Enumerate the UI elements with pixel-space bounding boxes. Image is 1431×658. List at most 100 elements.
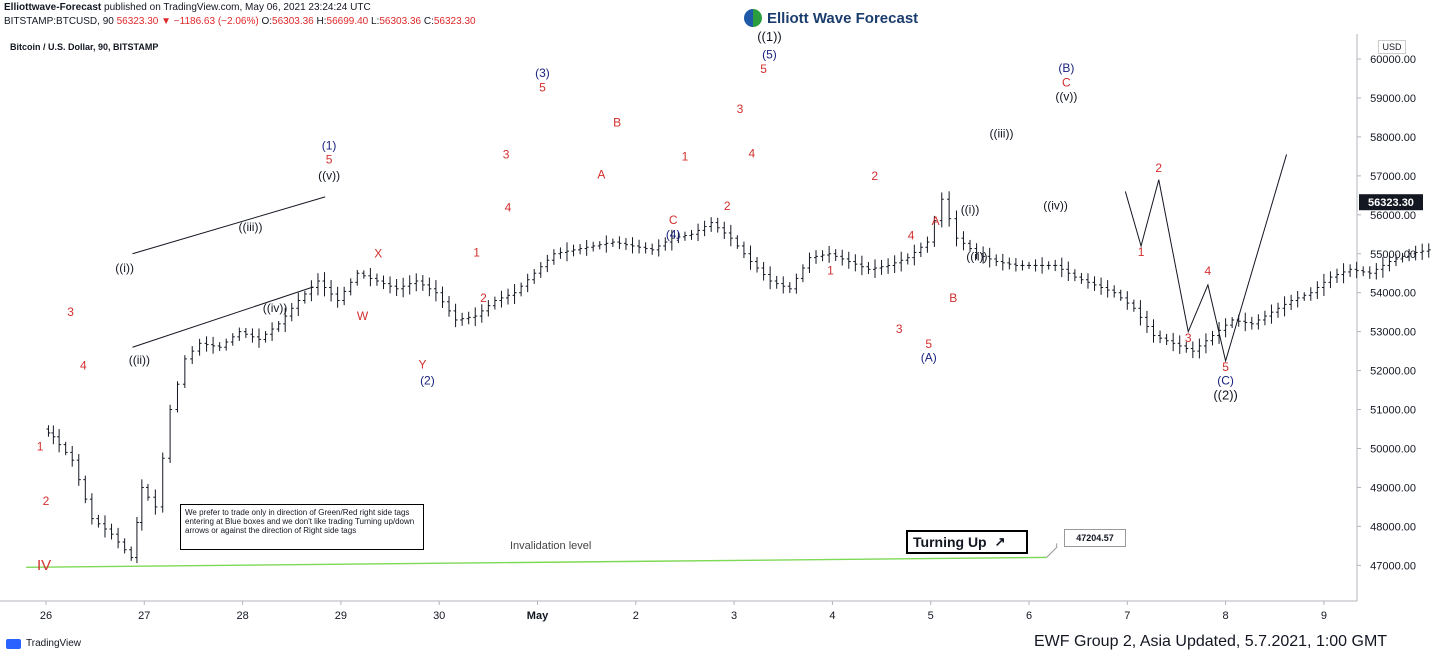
wave-label: 4 xyxy=(80,358,87,372)
x-tick-label: 9 xyxy=(1321,610,1327,622)
wave-label: (B) xyxy=(1058,61,1074,75)
wave-label: 3 xyxy=(896,322,903,336)
y-tick-label: 51000.00 xyxy=(1370,405,1416,417)
low-value: 56303.36 xyxy=(379,16,422,27)
wave-label: 5 xyxy=(539,80,546,94)
channel-upper-line xyxy=(132,196,326,255)
close-value: 56323.30 xyxy=(433,16,476,27)
open-label: O: xyxy=(261,16,273,27)
y-tick-label: 55000.00 xyxy=(1370,249,1416,261)
wave-label: B xyxy=(613,115,621,129)
y-tick-label: 49000.00 xyxy=(1370,482,1416,494)
wave-label: (A) xyxy=(921,351,937,365)
wave-label: ((iii)) xyxy=(989,126,1013,140)
x-tick-label: 29 xyxy=(335,610,347,622)
y-tick-label: 48000.00 xyxy=(1370,521,1416,533)
channel-lower-line xyxy=(132,286,314,348)
symbol-name: BITSTAMP:BTCUSD, 90 xyxy=(4,16,114,27)
projection-path xyxy=(1124,154,1288,363)
y-tick-label: 58000.00 xyxy=(1370,132,1416,144)
invalidation-label: Invalidation level xyxy=(510,540,592,552)
tradingview-brand[interactable]: TradingView xyxy=(6,638,81,649)
y-tick-label: 50000.00 xyxy=(1370,444,1416,456)
x-tick-label: 8 xyxy=(1223,610,1229,622)
projection-wave-label: ((2)) xyxy=(1213,387,1238,402)
wave-label: IV xyxy=(37,557,51,574)
y-tick-label: 60000.00 xyxy=(1370,54,1416,66)
wave-label: ((1)) xyxy=(757,29,782,44)
tradingview-label: TradingView xyxy=(26,638,82,649)
wave-label: X xyxy=(374,247,382,261)
wave-label: 1 xyxy=(682,150,689,164)
x-tick-label: 27 xyxy=(138,610,150,622)
wave-label: ((iii)) xyxy=(238,220,262,234)
projection-wave-label: 3 xyxy=(1185,331,1192,345)
x-tick-label: 6 xyxy=(1026,610,1032,622)
currency-badge[interactable]: USD xyxy=(1378,40,1406,54)
wave-label: 4 xyxy=(908,229,915,243)
y-tick-label: 59000.00 xyxy=(1370,93,1416,105)
wave-label: ((v)) xyxy=(318,169,340,183)
open-value: 56303.36 xyxy=(272,16,314,27)
x-tick-label: 3 xyxy=(731,610,737,622)
wave-label: (2) xyxy=(420,374,435,388)
invalidation-value-box: 47204.57 xyxy=(1064,529,1126,547)
logo-text: Elliott Wave Forecast xyxy=(767,9,919,27)
wave-label: 3 xyxy=(67,305,74,319)
invalidation-connector xyxy=(1046,543,1058,558)
wave-label: C xyxy=(1062,75,1071,89)
wave-label: A xyxy=(932,214,940,228)
wave-label: ((ii)) xyxy=(966,249,987,263)
wave-label: 5 xyxy=(326,152,333,166)
wave-label: ((iv)) xyxy=(1043,198,1068,212)
y-tick-label: 53000.00 xyxy=(1370,327,1416,339)
trading-note: We prefer to trade only in direction of … xyxy=(180,504,424,550)
wave-label: 5 xyxy=(925,337,932,351)
wave-label: ((ii)) xyxy=(129,353,150,367)
wave-label: 2 xyxy=(43,494,50,508)
projection-wave-label: 4 xyxy=(1205,264,1212,278)
wave-label: 3 xyxy=(737,102,744,116)
ewf-logo: Elliott Wave Forecast xyxy=(744,6,918,30)
author-name[interactable]: Elliottwave-Forecast xyxy=(4,2,102,13)
x-tick-label: May xyxy=(527,610,549,622)
wave-label: 2 xyxy=(480,291,487,305)
y-tick-label: 54000.00 xyxy=(1370,288,1416,300)
y-tick-label: 47000.00 xyxy=(1370,560,1416,572)
turning-label: Turning Up xyxy=(913,534,987,550)
x-tick-label: 4 xyxy=(829,610,835,622)
wave-label: (5) xyxy=(762,48,777,62)
wave-label: 1 xyxy=(37,439,44,453)
projection-wave-label: 1 xyxy=(1138,245,1145,259)
wave-label: 4 xyxy=(748,147,755,161)
x-tick-label: 2 xyxy=(633,610,639,622)
turning-up-box: Turning Up ↗ xyxy=(906,530,1028,554)
x-tick-label: 7 xyxy=(1124,610,1130,622)
wave-label: B xyxy=(949,291,957,305)
high-label: H: xyxy=(316,16,327,27)
wave-label: A xyxy=(597,168,605,182)
wave-label: 4 xyxy=(505,200,512,214)
projection-wave-label: (C) xyxy=(1217,374,1234,388)
x-tick-label: 30 xyxy=(433,610,445,622)
wave-label: (1) xyxy=(322,138,337,152)
wave-label: 3 xyxy=(503,148,510,162)
wave-label: Y xyxy=(418,358,426,372)
symbol-line: BITSTAMP:BTCUSD, 90 56323.30 ▼ −1186.63 … xyxy=(4,16,476,27)
wave-label: 1 xyxy=(473,245,480,259)
wave-label: 2 xyxy=(871,169,878,183)
high-value: 56699.40 xyxy=(326,16,369,27)
wave-label: 2 xyxy=(724,199,731,213)
wave-label: W xyxy=(357,309,369,323)
x-tick-label: 28 xyxy=(236,610,248,622)
last-price-tag xyxy=(1359,194,1423,211)
wave-label: 5 xyxy=(760,62,767,76)
wave-label: 1 xyxy=(827,263,834,277)
wave-label: C xyxy=(669,213,678,227)
price-change: ▼ −1186.63 (−2.06%) xyxy=(161,16,259,27)
close-label: C: xyxy=(423,16,434,27)
chart-title: Bitcoin / U.S. Dollar, 90, BITSTAMP xyxy=(10,42,159,52)
ewf-logo-icon xyxy=(744,9,762,27)
wave-label: (3) xyxy=(535,66,550,80)
